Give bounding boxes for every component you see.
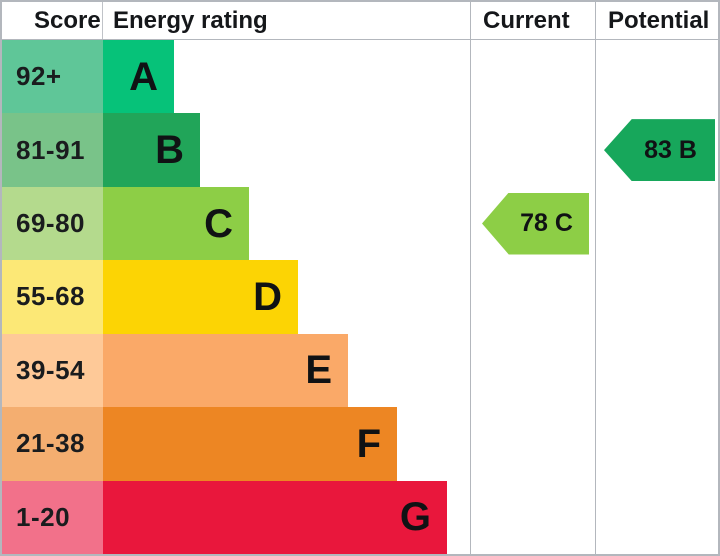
potential-column-cell (595, 186, 718, 261)
current-column-header: Current (470, 2, 595, 39)
rating-letter: G (399, 495, 431, 540)
rating-letter: E (305, 348, 332, 393)
current-rating-arrow: 78 C (482, 192, 589, 255)
score-range: 1-20 (2, 480, 103, 554)
rating-bar: C (103, 186, 249, 261)
potential-column-cell (595, 333, 718, 408)
score-range: 69-80 (2, 186, 103, 261)
potential-column-header: Potential (595, 2, 718, 39)
potential-rating-arrow: 83 B (604, 119, 715, 182)
potential-column-cell (595, 407, 718, 481)
rating-bar: G (103, 480, 447, 554)
potential-column-cell: 83 B (595, 113, 718, 187)
score-range: 55-68 (2, 260, 103, 334)
chart-header: Score Energy rating Current Potential (2, 2, 718, 40)
rating-bar-area: E (103, 333, 470, 408)
rating-letter: F (356, 421, 381, 466)
epc-row: 92+ A (2, 40, 718, 114)
current-rating-label: 78 C (520, 209, 573, 238)
current-column-cell (470, 113, 595, 187)
potential-column-cell (595, 260, 718, 334)
rating-bar: D (103, 260, 298, 334)
rating-letter: D (253, 274, 282, 319)
score-range: 39-54 (2, 333, 103, 408)
rating-bar-area: G (103, 480, 470, 554)
epc-row: 39-54 E (2, 333, 718, 408)
rating-bar-area: B (103, 113, 470, 187)
rating-bar: F (103, 407, 397, 481)
score-range: 92+ (2, 40, 103, 114)
rating-letter: A (129, 54, 158, 99)
energy-rating-column-header: Energy rating (113, 6, 268, 34)
epc-row: 55-68 D (2, 260, 718, 334)
rating-bar-area: C (103, 186, 470, 261)
epc-row: 21-38 F (2, 407, 718, 481)
rating-bar-area: F (103, 407, 470, 481)
current-column-cell: 78 C (470, 186, 595, 261)
score-range: 81-91 (2, 113, 103, 187)
score-range: 21-38 (2, 407, 103, 481)
rating-letter: C (204, 201, 233, 246)
epc-row: 69-80 C 78 C (2, 186, 718, 261)
current-column-cell (470, 480, 595, 554)
rating-bar: E (103, 333, 348, 408)
potential-column-cell (595, 480, 718, 554)
potential-column-cell (595, 40, 718, 114)
current-column-cell (470, 260, 595, 334)
score-column-header: Score (2, 2, 103, 39)
epc-row: 81-91 B 83 B (2, 113, 718, 187)
epc-row: 1-20 G (2, 480, 718, 554)
rating-bar: A (103, 40, 174, 114)
rating-bar-area: D (103, 260, 470, 334)
chart-body: 92+ A 81-91 B 83 B 69-80 C 78 C 55-68 (2, 40, 718, 554)
current-column-cell (470, 333, 595, 408)
current-column-cell (470, 407, 595, 481)
rating-bar: B (103, 113, 200, 187)
rating-letter: B (155, 128, 184, 173)
rating-bar-area: A (103, 40, 470, 114)
potential-rating-label: 83 B (644, 135, 697, 164)
current-column-cell (470, 40, 595, 114)
